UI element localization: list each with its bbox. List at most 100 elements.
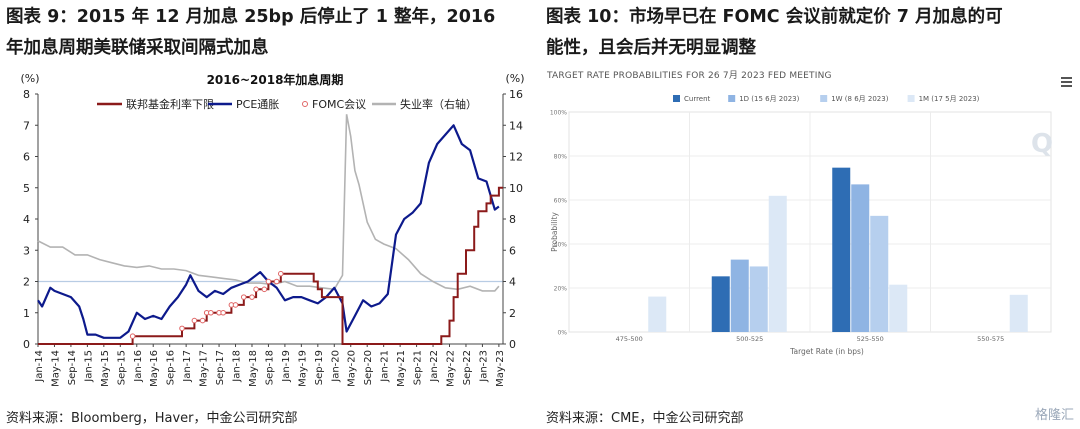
chart-menu-icon[interactable] — [1061, 77, 1072, 87]
legend-swatch-fomc — [302, 101, 308, 107]
probability-bar — [1009, 294, 1028, 332]
legend-label-ffr: 联邦基金利率下限 — [126, 97, 214, 111]
probability-bar — [648, 296, 667, 332]
fomc-meeting-marker — [253, 286, 259, 293]
x-tick-label: Jan-23 — [478, 350, 489, 383]
left-y-tick-label: 4 — [23, 213, 30, 226]
probability-bar — [889, 284, 908, 332]
fomc-meeting-marker — [232, 302, 239, 308]
y-tick-label: 40% — [554, 242, 568, 249]
fomc-meeting-marker — [208, 309, 214, 316]
x-tick-label: Jan-21 — [380, 350, 391, 383]
left-chart-title: 2016~2018年加息周期 — [207, 72, 344, 87]
left-y-tick-label: 5 — [23, 182, 30, 195]
right-chart-ylabel: Probability — [550, 212, 559, 252]
x-tick-label: Sep-16 — [166, 350, 177, 385]
x-tick-label: May-23 — [495, 350, 506, 387]
right-source-note: 资料来源：CME，中金公司研究部 — [546, 411, 744, 426]
legend-label-pce: PCE通胀 — [236, 98, 279, 111]
x-tick-label: Sep-18 — [264, 350, 275, 385]
legend-label: 1W (8 6月 2023) — [831, 95, 889, 103]
left-y-tick-label: 0 — [23, 338, 30, 351]
left-title-line2: 年加息周期美联储采取间隔式加息 — [6, 38, 269, 58]
right-panel-title: 图表 10：市场早已在 FOMC 会议前就定价 7 月加息的可 能性，且会后并无… — [546, 2, 1003, 64]
probability-bar — [832, 167, 851, 332]
x-tick-label: Jan-15 — [83, 350, 94, 383]
x-tick-label: Sep-17 — [215, 350, 226, 385]
fomc-meeting-marker — [129, 333, 136, 339]
legend-swatch — [728, 95, 736, 102]
y-tick-label: 60% — [554, 198, 568, 205]
x-tick-label: Jan-22 — [429, 350, 440, 383]
left-y-tick-label: 8 — [23, 88, 30, 101]
right-y-tick-label: 4 — [509, 276, 516, 289]
x-tick-label: Jan-16 — [133, 350, 144, 383]
right-y-tick-label: 6 — [509, 244, 516, 257]
right-chart-axes: 0% 20% 40% 60% 80% 100% 475-500 500-525 525-550 5… — [550, 110, 1053, 344]
fomc-meeting-marker — [249, 294, 255, 300]
legend-label: Current — [684, 95, 711, 103]
probability-bar — [870, 215, 889, 332]
right-y-tick-label: 2 — [509, 307, 516, 320]
left-y-tick-label: 7 — [23, 119, 30, 132]
legend-label: 1M (17 5月 2023) — [919, 95, 980, 103]
x-tick-label: May-18 — [248, 350, 259, 387]
fed-probability-chart: 0% 20% 40% 60% 80% 100% 475-500 500-525 525-550 5… — [546, 70, 1053, 356]
x-tick-label: Sep-19 — [314, 350, 325, 385]
legend-label-unemployment: 失业率（右轴） — [400, 97, 477, 111]
unemployment-line — [37, 114, 500, 292]
x-tick-label: Jan-14 — [34, 350, 45, 383]
x-tick-label: Sep-15 — [116, 350, 127, 385]
x-tick-label: Sep-20 — [363, 350, 374, 385]
left-y-tick-label: 2 — [23, 276, 30, 289]
y-tick-label: 0% — [557, 330, 567, 337]
right-chart-legend[interactable]: Current 1D (15 6月 2023) 1W (8 6月 2023) 1M (… — [673, 95, 980, 103]
right-y-tick-label: 0 — [509, 338, 516, 351]
fed-funds-rate-line — [38, 186, 503, 345]
fomc-meeting-marker — [265, 278, 272, 285]
category-label: 500-525 — [736, 335, 763, 343]
x-tick-label: Sep-21 — [413, 350, 424, 385]
left-chart-series — [37, 114, 503, 345]
x-tick-label: May-19 — [297, 350, 308, 387]
x-tick-label: Jan-19 — [281, 350, 292, 383]
right-y-tick-label: 16 — [509, 88, 523, 101]
x-tick-label: Jan-20 — [330, 350, 341, 383]
right-axis-unit: (%) — [505, 72, 524, 85]
fomc-meeting-marker — [277, 270, 284, 277]
probability-bar — [851, 184, 870, 332]
fomc-meeting-marker — [199, 317, 206, 324]
x-tick-label: May-16 — [149, 350, 160, 387]
legend-swatch — [673, 95, 680, 102]
watermark-logo: 格隆汇 — [1034, 408, 1074, 423]
left-chart-legend: 联邦基金利率下限 PCE通胀 FOMC会议 失业率（右轴） — [97, 97, 477, 111]
pce-inflation-line — [37, 124, 500, 339]
right-chart-bars — [648, 167, 1028, 332]
probability-bar — [730, 259, 749, 332]
right-y-tick-label: 10 — [509, 182, 523, 195]
x-tick-label: May-20 — [347, 350, 358, 387]
legend-swatch — [907, 95, 915, 102]
x-tick-label: Sep-14 — [67, 350, 78, 385]
y-tick-label: 80% — [554, 154, 568, 161]
category-label: 475-500 — [616, 335, 643, 343]
left-axis-unit: (%) — [20, 72, 39, 85]
x-tick-label: Sep-22 — [462, 350, 473, 385]
x-tick-label: May-17 — [199, 350, 210, 387]
probability-bar — [768, 195, 787, 332]
right-y-tick-label: 12 — [509, 151, 523, 164]
legend-label-fomc: FOMC会议 — [312, 98, 366, 111]
q-logo-icon: Q — [1031, 129, 1053, 159]
right-title-line2: 能性，且会后并无明显调整 — [546, 38, 756, 58]
right-y-tick-label: 14 — [509, 119, 523, 132]
right-title-line1: 图表 10：市场早已在 FOMC 会议前就定价 7 月加息的可 — [546, 7, 1003, 27]
fomc-meeting-marker — [220, 309, 226, 316]
probability-bar — [711, 276, 730, 332]
x-tick-label: May-14 — [50, 350, 61, 387]
left-panel-title: 图表 9：2015 年 12 月加息 25bp 后停止了 1 整年，2016 年… — [6, 2, 495, 64]
left-y-tick-label: 3 — [23, 244, 30, 257]
right-chart-xlabel: Target Rate (in bps) — [789, 347, 864, 356]
left-source-note: 资料来源：Bloomberg，Haver，中金公司研究部 — [6, 411, 298, 426]
left-y-tick-label: 1 — [23, 307, 30, 320]
